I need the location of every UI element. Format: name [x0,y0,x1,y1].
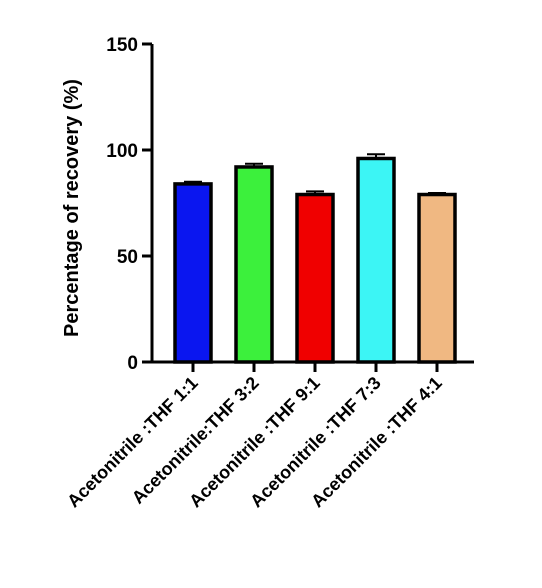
y-tick-label: 50 [117,247,138,268]
y-tick-label: 100 [106,141,138,162]
y-tick-label: 150 [106,35,138,56]
y-tick-label: 0 [127,353,138,374]
bar [234,165,274,364]
bars [173,156,457,364]
y-axis-title: Percentage of recovery (%) [61,79,83,337]
bar [356,156,396,364]
y-axis: 0 50 100 150 [106,35,154,374]
error-bars [184,153,446,195]
bar [417,192,457,364]
bar [173,182,213,364]
bar [295,192,335,364]
